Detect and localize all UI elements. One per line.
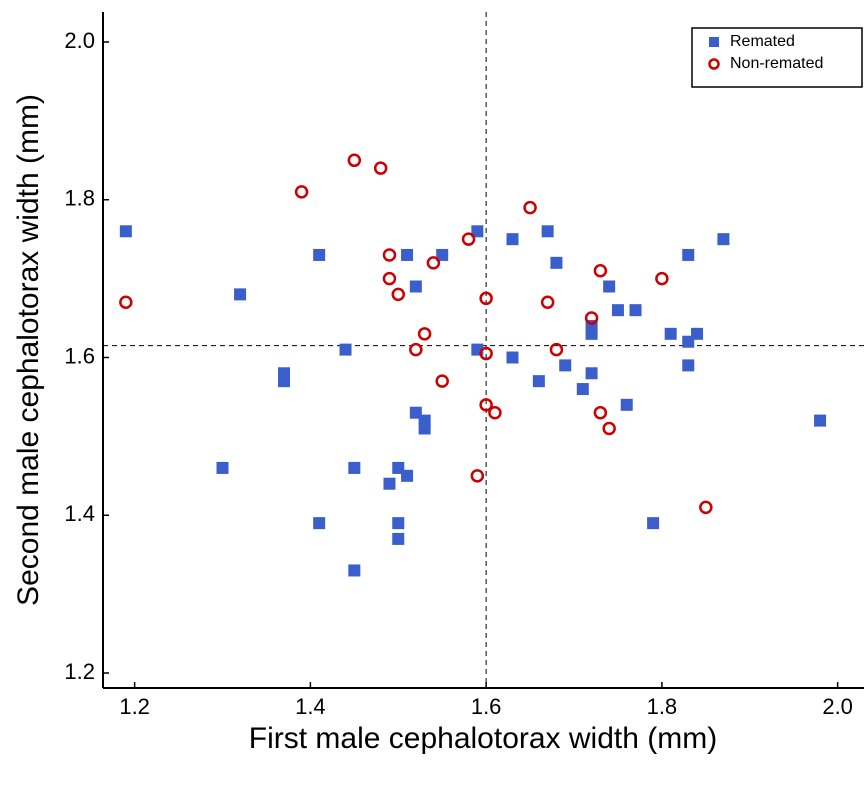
point xyxy=(347,153,362,168)
point xyxy=(540,295,555,310)
y-tick-label: 1.6 xyxy=(64,343,95,368)
point xyxy=(611,304,624,317)
point xyxy=(278,375,291,388)
legend-label: Non-remated xyxy=(730,55,823,72)
point xyxy=(479,398,493,412)
point xyxy=(471,225,484,238)
point xyxy=(470,469,485,483)
point xyxy=(409,280,422,293)
point xyxy=(216,461,229,474)
point xyxy=(119,225,132,238)
point xyxy=(585,327,598,340)
point xyxy=(664,327,677,340)
point xyxy=(602,421,616,436)
y-tick-label: 1.8 xyxy=(64,186,95,211)
point xyxy=(593,405,608,420)
y-tick-label: 1.4 xyxy=(64,501,95,526)
point xyxy=(435,374,449,388)
point xyxy=(417,327,432,341)
point xyxy=(382,271,397,286)
point xyxy=(401,469,414,482)
point xyxy=(559,359,572,372)
legend-box xyxy=(691,27,863,88)
point xyxy=(603,280,616,293)
point xyxy=(647,517,660,530)
point xyxy=(409,342,423,357)
point xyxy=(523,200,537,215)
y-tick-label: 2.0 xyxy=(64,28,95,53)
point xyxy=(655,271,669,286)
point xyxy=(461,232,476,246)
point xyxy=(348,564,361,577)
x-axis-label: First male cephalotorax width (mm) xyxy=(249,722,717,755)
x-tick-label: 1.2 xyxy=(119,694,150,719)
point xyxy=(313,517,326,530)
point xyxy=(383,477,396,490)
legend-marker xyxy=(708,58,720,70)
y-axis-label: Second male cephalotorax width (mm) xyxy=(12,94,45,606)
legend-marker xyxy=(709,37,719,47)
x-tick-label: 1.8 xyxy=(647,694,678,719)
point xyxy=(541,225,554,238)
point xyxy=(392,532,405,545)
legend-label: Remated xyxy=(730,33,795,50)
point xyxy=(584,311,599,325)
y-tick-label: 1.2 xyxy=(64,659,95,684)
point xyxy=(532,375,545,388)
point xyxy=(436,248,449,261)
point xyxy=(119,295,133,310)
x-tick-label: 1.6 xyxy=(471,694,502,719)
point xyxy=(479,346,493,361)
point xyxy=(717,233,730,246)
point xyxy=(392,517,405,530)
point xyxy=(401,248,414,261)
point xyxy=(294,185,309,199)
point xyxy=(479,291,493,306)
point xyxy=(506,233,519,246)
point xyxy=(682,248,695,261)
point xyxy=(339,343,352,356)
point xyxy=(629,304,642,317)
point xyxy=(506,351,519,364)
point xyxy=(550,256,563,269)
point xyxy=(488,405,502,420)
point xyxy=(373,161,388,175)
point xyxy=(576,383,589,396)
point xyxy=(426,256,441,270)
point xyxy=(620,398,633,411)
point xyxy=(348,461,361,474)
point xyxy=(814,414,827,427)
point xyxy=(391,287,406,302)
point xyxy=(682,359,695,372)
point xyxy=(549,342,564,357)
point xyxy=(313,248,326,261)
point xyxy=(585,367,598,380)
x-tick-label: 1.4 xyxy=(295,694,326,719)
point xyxy=(234,288,247,301)
x-tick-label: 2.0 xyxy=(822,694,853,719)
point xyxy=(593,263,608,278)
point xyxy=(418,422,431,435)
point xyxy=(691,327,704,340)
point xyxy=(382,248,397,262)
point xyxy=(699,500,713,515)
